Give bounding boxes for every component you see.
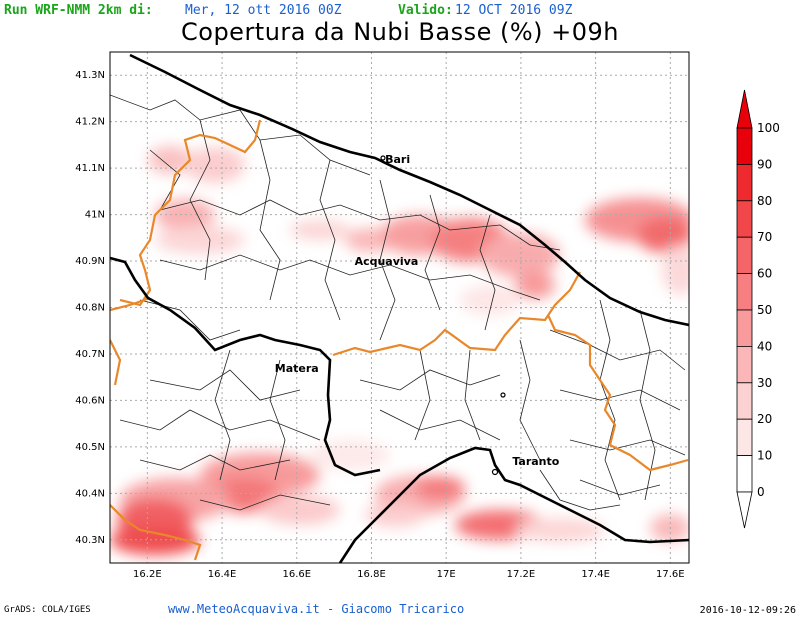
- run-date: Mer, 12 ott 2016 00Z: [185, 3, 342, 18]
- timestamp: 2016-10-12-09:26: [699, 605, 796, 616]
- colorbar-label: 70: [757, 230, 772, 244]
- colorbar-segment: [736, 309, 753, 347]
- lat-label: 40.7N: [75, 349, 105, 360]
- coastal-islands: [380, 155, 506, 476]
- municipal-borders: [110, 94, 686, 511]
- graticule: [110, 52, 689, 563]
- run-label: Run WRF-NMM 2km di:: [4, 3, 153, 18]
- map-frame: [109, 51, 690, 564]
- lon-label: 16.4E: [208, 569, 237, 580]
- colorbar-label: 50: [757, 303, 772, 317]
- colorbar-label: 0: [757, 485, 765, 499]
- lon-label: 17.6E: [656, 569, 685, 580]
- colorbar-segment: [736, 418, 753, 457]
- lat-label: 40.8N: [75, 303, 105, 314]
- lon-label: 17E: [437, 569, 456, 580]
- colorbar-top-arrow: [736, 89, 753, 129]
- lat-label: 40.5N: [75, 442, 105, 453]
- colorbar-label: 10: [757, 449, 772, 463]
- coastline: [110, 53, 689, 563]
- colorbar-segment: [736, 127, 753, 165]
- lat-label: 40.6N: [75, 395, 105, 406]
- lat-label: 41N: [85, 210, 105, 221]
- map-title: Copertura da Nubi Basse (%) +09h: [181, 18, 619, 46]
- colorbar-label: 30: [757, 376, 772, 390]
- city-label: Acquaviva: [355, 255, 419, 268]
- region-borders: [110, 119, 689, 561]
- cloud-cover-layer: [110, 146, 689, 555]
- colorbar-label: 80: [757, 194, 772, 208]
- colorbar-label: 20: [757, 412, 772, 426]
- city-label: Matera: [275, 362, 319, 375]
- colorbar-label: 60: [757, 267, 772, 281]
- lat-label: 41.2N: [75, 117, 105, 128]
- lon-label: 17.4E: [581, 569, 610, 580]
- latitude-labels: 41.3N 41.2N 41.1N 41N 40.9N 40.8N 40.7N 40.6N 40…: [75, 70, 105, 546]
- lon-label: 16.8E: [357, 569, 386, 580]
- lat-label: 40.9N: [75, 256, 105, 267]
- valid-label: Valido:: [398, 3, 453, 18]
- lon-label: 16.2E: [133, 569, 162, 580]
- lon-label: 17.2E: [507, 569, 536, 580]
- colorbar-label: 100: [757, 121, 780, 135]
- lat-label: 40.4N: [75, 488, 105, 499]
- site-credit[interactable]: www.MeteoAcquaviva.it - Giacomo Tricaric…: [168, 602, 465, 616]
- lat-label: 41.3N: [75, 70, 105, 81]
- colorbar-segment: [736, 382, 753, 420]
- longitude-labels: 16.2E 16.4E 16.6E 16.8E 17E 17.2E 17.4E 17.6E: [133, 569, 685, 580]
- city-labels: Bari Acquaviva Matera Taranto: [275, 153, 560, 468]
- colorbar-segment: [736, 200, 753, 238]
- city-label: Bari: [385, 153, 410, 166]
- colorbar-label: 40: [757, 339, 772, 353]
- colorbar-segment: [736, 455, 753, 493]
- colorbar-segment: [736, 236, 753, 274]
- colorbar-segment: [736, 345, 753, 384]
- colorbar-segment: [736, 163, 753, 202]
- lon-label: 16.6E: [282, 569, 311, 580]
- colorbar-segment: [736, 273, 753, 311]
- lat-label: 41.1N: [75, 163, 105, 174]
- colorbar-label: 90: [757, 157, 772, 171]
- colorbar-bottom-arrow: [736, 491, 753, 529]
- valid-date: 12 OCT 2016 09Z: [455, 3, 573, 18]
- grads-credit: GrADS: COLA/IGES: [4, 605, 91, 615]
- lat-label: 40.3N: [75, 535, 105, 546]
- city-label: Taranto: [512, 455, 559, 468]
